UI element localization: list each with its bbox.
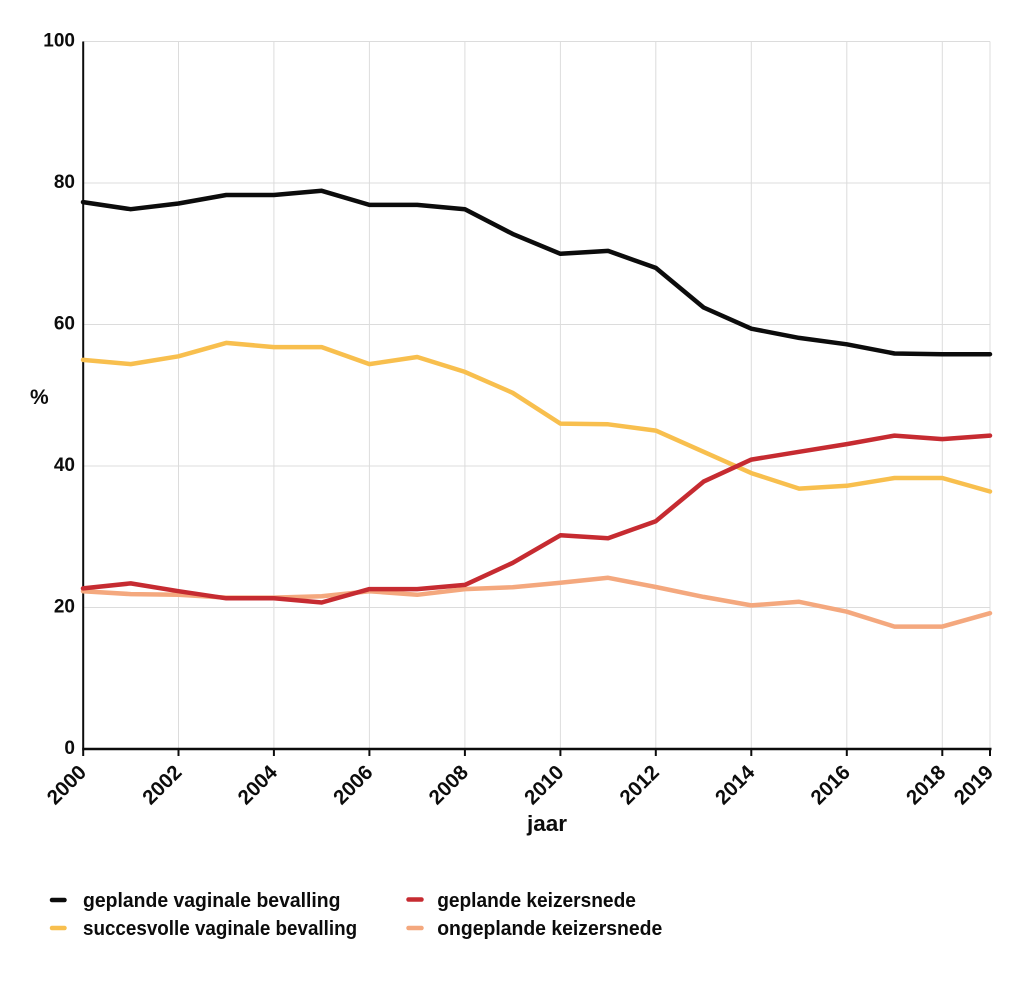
svg-text:60: 60 [54,313,75,334]
svg-text:%: % [30,386,49,409]
svg-text:geplande keizersnede: geplande keizersnede [437,890,636,912]
svg-text:80: 80 [54,172,75,193]
svg-text:jaar: jaar [526,811,567,836]
svg-text:succesvolle vaginale bevalling: succesvolle vaginale bevalling [83,918,357,940]
svg-text:40: 40 [54,455,75,476]
svg-text:geplande vaginale bevalling: geplande vaginale bevalling [83,890,341,912]
svg-text:20: 20 [54,596,75,617]
svg-text:0: 0 [64,738,75,759]
svg-text:ongeplande keizersnede: ongeplande keizersnede [437,918,662,940]
svg-text:100: 100 [43,30,75,51]
